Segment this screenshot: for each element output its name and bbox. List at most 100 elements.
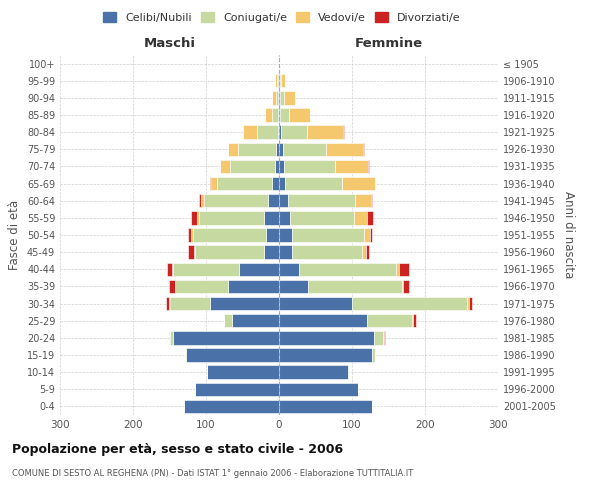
Bar — [265, 108, 272, 122]
Bar — [265, 246, 279, 259]
Bar — [257, 126, 278, 139]
Bar — [374, 177, 376, 190]
Bar — [173, 262, 239, 276]
Bar — [281, 74, 285, 88]
Bar — [371, 194, 373, 207]
Bar — [272, 91, 276, 104]
Bar — [308, 280, 401, 293]
Bar — [289, 108, 310, 122]
Bar — [279, 262, 299, 276]
Bar — [413, 314, 416, 328]
Bar — [363, 142, 364, 156]
Bar — [326, 142, 363, 156]
Bar — [217, 177, 272, 190]
Bar — [275, 74, 277, 88]
Bar — [238, 142, 276, 156]
Bar — [401, 280, 403, 293]
Bar — [384, 331, 385, 344]
Bar — [367, 211, 373, 224]
Bar — [285, 177, 342, 190]
Bar — [279, 74, 280, 88]
Bar — [228, 142, 238, 156]
Bar — [280, 74, 281, 88]
Bar — [232, 314, 279, 328]
Bar — [277, 74, 278, 88]
Bar — [276, 91, 278, 104]
Bar — [272, 177, 279, 190]
Bar — [278, 91, 279, 104]
Bar — [383, 331, 384, 344]
Bar — [275, 160, 279, 173]
Bar — [279, 280, 308, 293]
Bar — [279, 194, 288, 207]
Bar — [467, 297, 469, 310]
Bar — [292, 228, 364, 241]
Bar — [342, 177, 374, 190]
Bar — [307, 126, 343, 139]
Bar — [191, 228, 193, 241]
Bar — [169, 297, 170, 310]
Bar — [412, 314, 413, 328]
Bar — [197, 211, 199, 224]
Bar — [279, 382, 358, 396]
Bar — [281, 126, 307, 139]
Bar — [368, 160, 369, 173]
Bar — [199, 211, 265, 224]
Bar — [169, 280, 175, 293]
Legend: Celibi/Nubili, Coniugati/e, Vedovi/e, Divorziati/e: Celibi/Nubili, Coniugati/e, Vedovi/e, Di… — [99, 8, 465, 28]
Bar — [220, 160, 230, 173]
Bar — [272, 108, 278, 122]
Bar — [362, 246, 366, 259]
Bar — [195, 382, 279, 396]
Bar — [366, 246, 369, 259]
Bar — [279, 228, 292, 241]
Bar — [284, 160, 335, 173]
Bar — [370, 228, 373, 241]
Bar — [399, 262, 409, 276]
Bar — [335, 160, 368, 173]
Bar — [279, 177, 285, 190]
Bar — [268, 194, 279, 207]
Bar — [265, 211, 279, 224]
Bar — [367, 314, 412, 328]
Bar — [209, 297, 279, 310]
Bar — [173, 331, 279, 344]
Bar — [195, 246, 265, 259]
Bar — [279, 246, 292, 259]
Bar — [188, 228, 191, 241]
Bar — [276, 142, 279, 156]
Bar — [279, 211, 290, 224]
Bar — [374, 331, 383, 344]
Bar — [279, 297, 352, 310]
Bar — [169, 331, 173, 344]
Bar — [204, 194, 268, 207]
Bar — [279, 160, 284, 173]
Y-axis label: Fasce di età: Fasce di età — [8, 200, 21, 270]
Bar — [279, 108, 280, 122]
Bar — [278, 108, 279, 122]
Bar — [191, 211, 197, 224]
Bar — [228, 280, 279, 293]
Bar — [194, 246, 195, 259]
Bar — [288, 194, 355, 207]
Bar — [242, 126, 257, 139]
Bar — [292, 246, 362, 259]
Bar — [396, 262, 399, 276]
Bar — [355, 194, 371, 207]
Text: Maschi: Maschi — [143, 37, 196, 50]
Bar — [184, 400, 279, 413]
Y-axis label: Anni di nascita: Anni di nascita — [562, 192, 575, 278]
Bar — [211, 177, 217, 190]
Bar — [373, 348, 376, 362]
Text: Popolazione per età, sesso e stato civile - 2006: Popolazione per età, sesso e stato civil… — [12, 442, 343, 456]
Bar — [167, 262, 172, 276]
Bar — [279, 314, 367, 328]
Bar — [279, 400, 373, 413]
Bar — [279, 91, 280, 104]
Bar — [364, 228, 370, 241]
Text: Femmine: Femmine — [355, 37, 422, 50]
Bar — [352, 297, 467, 310]
Bar — [172, 262, 173, 276]
Bar — [208, 366, 279, 379]
Bar — [239, 262, 279, 276]
